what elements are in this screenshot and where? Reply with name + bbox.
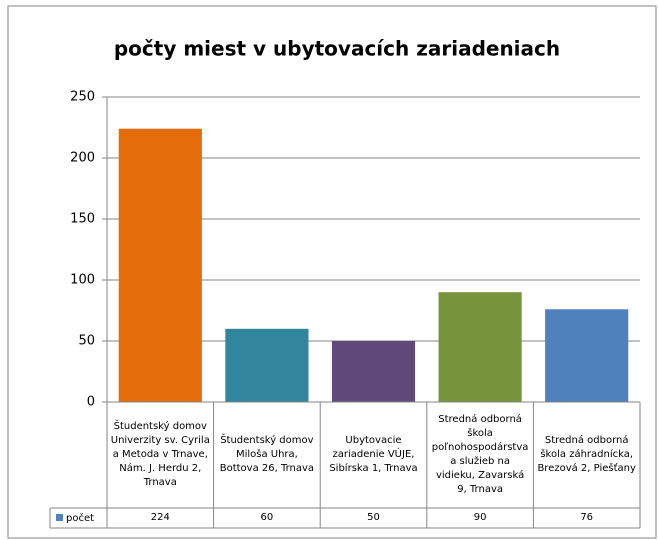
category-cell: Študentský domov Miloša Uhra, Bottova 26… [219,435,315,474]
value-cell: 76 [580,512,594,523]
bar [225,328,309,402]
y-tick-label: 50 [78,334,95,349]
y-tick-label: 100 [70,273,95,288]
value-cell: 50 [367,512,380,523]
value-cell: 224 [150,512,170,523]
category-cell: Stredná odborná škola poľnohospodárstva … [431,414,529,495]
legend-key [56,514,63,521]
y-tick-label: 150 [70,212,95,227]
bar [118,128,202,402]
bar [438,292,522,402]
category-cell: Stredná odborná škola záhradnícka, Brezo… [537,435,636,474]
y-tick-label: 200 [70,151,95,166]
bar [545,309,629,402]
category-cell: Študentský domov Univerzity sv. Cyrila a… [110,421,210,488]
bar [331,341,416,402]
chart-title: počty miest v ubytovacích zariadeniach [114,37,560,61]
y-tick-label: 250 [70,90,95,105]
legend-label: počet [66,512,94,524]
chart-frame [7,5,657,539]
value-cell: 60 [260,512,274,523]
category-cell: Ubytovacie zariadenie VÚJE, Sibírska 1, … [329,435,418,474]
y-tick-label: 0 [87,395,95,410]
value-cell: 90 [473,512,487,523]
